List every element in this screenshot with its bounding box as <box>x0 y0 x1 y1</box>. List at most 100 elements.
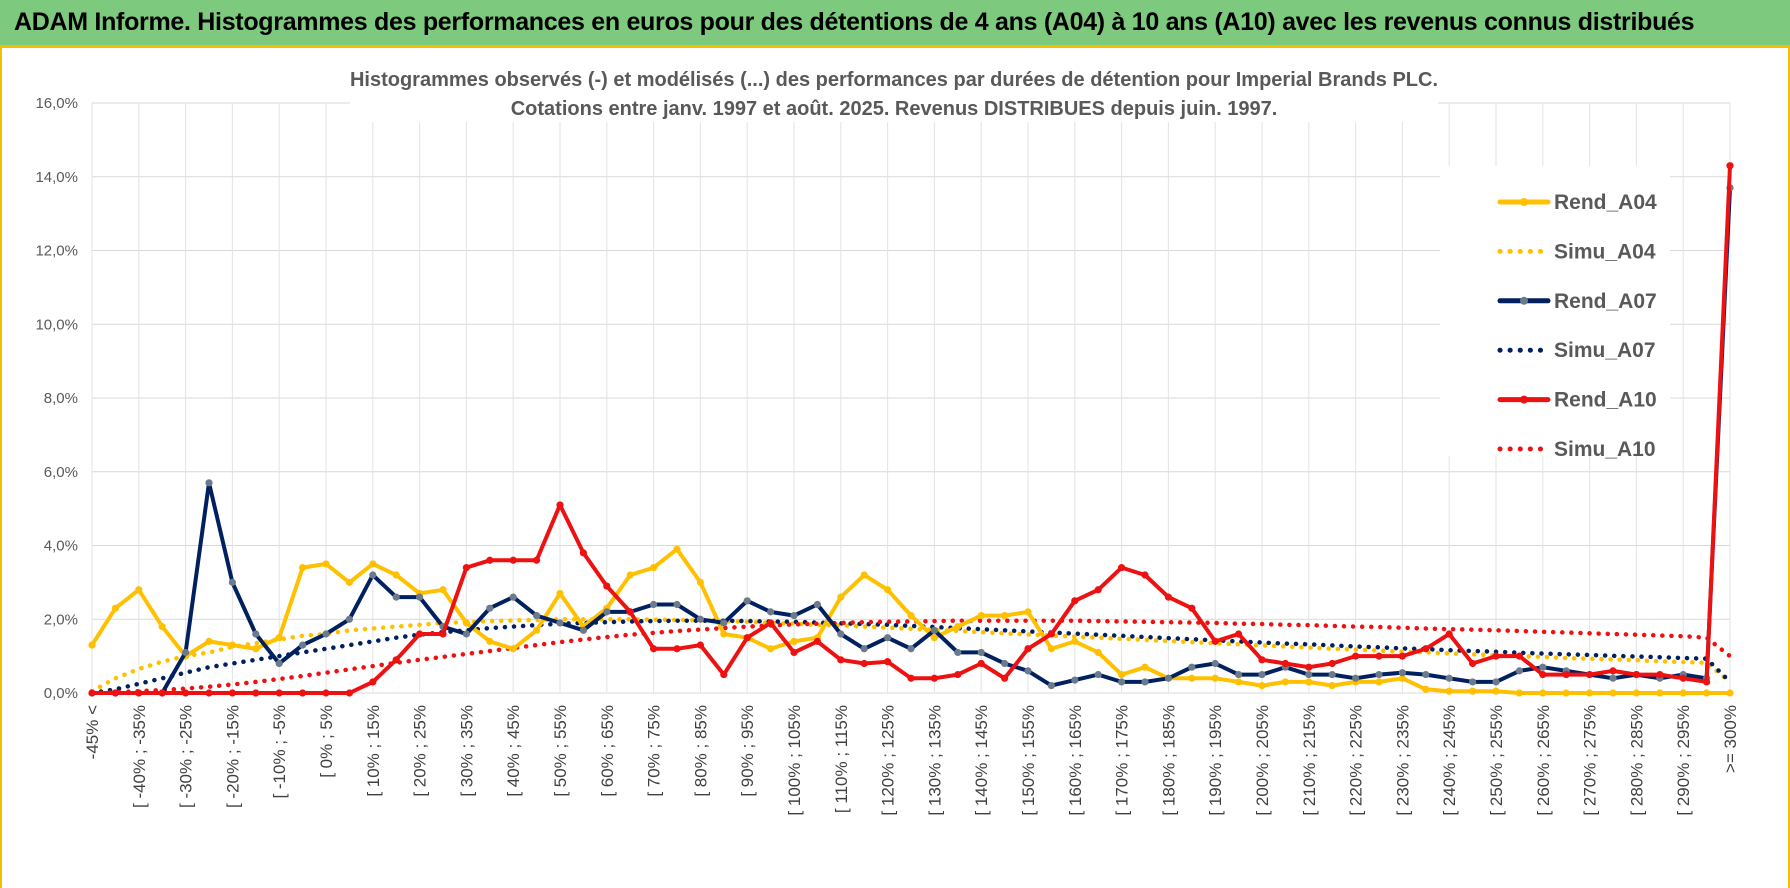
x-tick-label: [ 110% ; 115% <box>832 705 851 813</box>
legend-item-rend-a10: Rend_A10 <box>1497 389 1657 412</box>
series-layer <box>88 162 1734 697</box>
data-point <box>111 689 119 697</box>
data-point <box>1164 593 1172 601</box>
x-tick-label: [ 200% ; 205% <box>1253 705 1272 816</box>
legend-item-simu-a04: Simu_A04 <box>1497 240 1656 263</box>
data-point <box>907 611 915 620</box>
data-point <box>626 608 634 616</box>
data-point <box>650 645 658 653</box>
data-point <box>673 545 681 553</box>
data-point <box>1305 663 1313 671</box>
data-point <box>228 578 236 586</box>
data-point <box>696 615 705 623</box>
data-point <box>322 560 330 568</box>
data-point <box>252 645 260 653</box>
data-point <box>1047 630 1055 638</box>
data-point <box>1375 652 1383 660</box>
x-axis-ticks: -45% < [ -40% ; -35% [ -30% ; -25% [ -20% ;… <box>83 705 1740 816</box>
data-point <box>345 578 353 586</box>
data-point <box>1515 689 1523 697</box>
y-tick-label: 4,0% <box>44 538 78 555</box>
data-point <box>1375 678 1383 686</box>
data-point <box>1118 670 1126 679</box>
data-point <box>509 593 517 601</box>
data-point <box>603 582 611 590</box>
data-point <box>579 549 588 557</box>
data-point <box>1305 678 1313 686</box>
data-point <box>977 659 985 668</box>
data-point <box>275 689 283 697</box>
data-point <box>1679 674 1687 682</box>
x-tick-label: [ 250% ; 255% <box>1487 705 1506 816</box>
data-point <box>1235 670 1243 679</box>
x-tick-label: [ 80% ; 85% <box>691 705 710 797</box>
data-point <box>1422 685 1430 693</box>
data-point <box>1422 670 1430 679</box>
data-point <box>392 656 400 664</box>
data-point <box>369 678 377 686</box>
x-tick-label: [ 140% ; 145% <box>972 705 991 816</box>
data-point <box>556 589 564 598</box>
data-point <box>977 611 985 620</box>
data-point <box>369 571 377 579</box>
legend-box <box>1440 166 1670 456</box>
data-point <box>1656 670 1664 679</box>
data-point <box>416 593 424 601</box>
data-point <box>673 600 681 609</box>
y-tick-label: 8,0% <box>44 390 78 407</box>
series-rend-a10 <box>88 162 1734 697</box>
data-point <box>1422 645 1430 653</box>
data-point <box>720 630 728 638</box>
legend-label: Simu_A10 <box>1554 438 1656 461</box>
data-point <box>533 611 541 620</box>
x-tick-label: [ 290% ; 295% <box>1674 705 1693 816</box>
data-point <box>884 658 892 666</box>
x-tick-label: [ 70% ; 75% <box>645 705 664 797</box>
data-point <box>1211 637 1219 645</box>
x-tick-label: [ 170% ; 175% <box>1113 705 1132 816</box>
chart-subtitle: Cotations entre janv. 1997 et août. 2025… <box>511 98 1278 120</box>
data-point <box>228 641 236 649</box>
x-tick-label: [ 210% ; 215% <box>1300 705 1319 816</box>
data-point <box>1118 564 1126 572</box>
legend-label: Simu_A07 <box>1554 339 1656 362</box>
data-point <box>1328 682 1336 690</box>
x-tick-label: [ 90% ; 95% <box>738 705 757 797</box>
data-point <box>1071 597 1079 605</box>
data-point <box>275 634 283 642</box>
y-tick-label: 2,0% <box>44 611 78 628</box>
x-tick-label: [ 50% ; 55% <box>551 705 570 797</box>
data-point <box>884 586 892 594</box>
data-point <box>1047 682 1055 690</box>
x-tick-label: [ -40% ; -35% <box>130 705 149 808</box>
data-point <box>837 656 845 664</box>
y-axis-ticks: 0,0% 2,0% 4,0% 6,0% 8,0% 10,0% 12,0% 14,0% 16,0% <box>35 95 78 702</box>
data-point <box>1586 689 1594 697</box>
data-point <box>205 689 213 697</box>
data-point <box>767 645 775 653</box>
data-point <box>1024 608 1032 616</box>
data-point <box>135 689 143 697</box>
data-point <box>1211 674 1219 682</box>
data-point <box>322 630 330 638</box>
data-point <box>369 560 377 568</box>
data-point <box>439 586 447 594</box>
data-point <box>252 689 260 697</box>
data-point <box>1703 678 1711 686</box>
data-point <box>650 564 658 572</box>
data-point <box>416 630 424 638</box>
data-point <box>1586 670 1594 679</box>
legend-label: Rend_A04 <box>1554 191 1657 214</box>
data-point <box>1632 670 1640 679</box>
legend-item-simu-a10: Simu_A10 <box>1497 438 1656 461</box>
data-point <box>1094 648 1102 657</box>
x-tick-label: [ 190% ; 195% <box>1206 705 1225 816</box>
data-point <box>790 637 798 645</box>
data-point <box>813 637 822 645</box>
data-point <box>1001 659 1009 668</box>
data-point <box>486 604 494 612</box>
data-point <box>1539 663 1547 671</box>
data-point <box>1352 652 1360 660</box>
y-tick-label: 14,0% <box>35 169 78 186</box>
legend-label: Rend_A10 <box>1554 389 1657 412</box>
